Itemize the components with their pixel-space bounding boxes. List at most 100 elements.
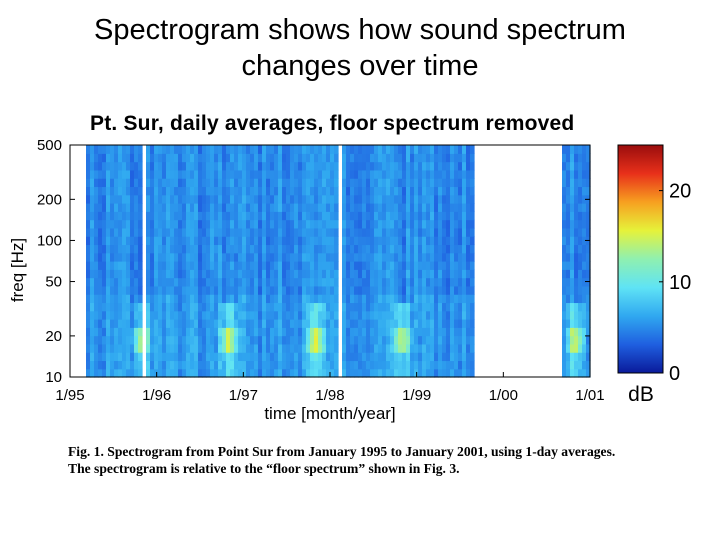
heatmap-cell [446,161,451,171]
heatmap-cell [434,145,439,154]
heatmap-cell [402,203,407,212]
heatmap-cell [210,236,215,246]
heatmap-cell [106,327,111,337]
heatmap-cell [414,169,419,179]
heatmap-cell [146,269,151,279]
heatmap-cell [222,269,227,279]
heatmap-cell [254,310,259,320]
heatmap-cell [382,153,387,163]
heatmap-cell [334,302,339,312]
heatmap-cell [346,319,351,328]
heatmap-cell [266,244,271,254]
heatmap-cell [282,244,287,254]
heatmap-cell [410,368,415,378]
heatmap-cell [390,368,395,378]
heatmap-cell [562,161,567,171]
heatmap-cell [390,335,395,345]
heatmap-cell [206,145,211,154]
heatmap-cell [578,186,583,196]
heatmap-cell [94,285,99,295]
heatmap-cell [270,261,275,270]
heatmap-cell [290,269,295,279]
heatmap-cell [194,244,199,254]
heatmap-cell [98,161,103,171]
heatmap-cell [290,368,295,378]
heatmap-cell [254,368,259,378]
heatmap-cell [322,227,327,237]
heatmap-cell [178,269,183,279]
heatmap-cell [226,327,231,337]
heatmap-cell [278,368,283,378]
heatmap-cell [170,236,175,246]
y-tick-label: 200 [37,191,62,208]
heatmap-cell [98,294,103,304]
heatmap-cell [562,186,567,196]
heatmap-cell [402,178,407,188]
heatmap-cell [394,302,399,312]
heatmap-cell [454,319,459,328]
heatmap-cell [222,368,227,378]
heatmap-cell [566,211,571,221]
heatmap-cell [278,352,283,362]
heatmap-cell [258,194,263,204]
heatmap-cell [326,277,331,287]
heatmap-cell [310,178,315,188]
heatmap-cell [398,319,403,328]
heatmap-cell [442,252,447,262]
heatmap-cell [230,194,235,204]
heatmap-cell [222,211,227,221]
heatmap-cell [450,227,455,237]
heatmap-cell [130,310,135,320]
heatmap-cell [254,285,259,295]
heatmap-cell [582,310,587,320]
heatmap-cell [402,244,407,254]
heatmap-cell [174,219,179,229]
heatmap-cell [246,161,251,171]
heatmap-cell [302,285,307,295]
heatmap-cell [446,252,451,262]
heatmap-cell [314,203,319,212]
heatmap-cell [574,145,579,154]
heatmap-cell [158,169,163,179]
heatmap-cell [134,368,139,378]
heatmap-cell [450,360,455,370]
heatmap-cell [362,236,367,246]
heatmap-cell [354,161,359,171]
heatmap-cell [354,294,359,304]
heatmap-cell [86,219,91,229]
heatmap-cell [206,261,211,270]
heatmap-cell [390,169,395,179]
heatmap-cell [134,302,139,312]
heatmap-cell [166,252,171,262]
heatmap-cell [570,302,575,312]
heatmap-cell [294,327,299,337]
heatmap-cell [446,169,451,179]
heatmap-cell [298,352,303,362]
heatmap-cell [270,244,275,254]
heatmap-cell [190,194,195,204]
heatmap-cell [162,211,167,221]
heatmap-cell [246,194,251,204]
heatmap-cell [246,360,251,370]
heatmap-cell [182,261,187,270]
heatmap-cell [330,178,335,188]
heatmap-cell [346,269,351,279]
heatmap-cell [394,285,399,295]
heatmap-cell [386,360,391,370]
heatmap-cell [154,244,159,254]
heatmap-cell [314,261,319,270]
heatmap-cell [350,319,355,328]
heatmap-cell [254,161,259,171]
heatmap-cell [446,194,451,204]
heatmap-cell [410,261,415,270]
heatmap-cell [174,178,179,188]
heatmap-cell [266,194,271,204]
heatmap-cell [454,145,459,154]
heatmap-cell [318,368,323,378]
heatmap-cell [262,335,267,345]
heatmap-cell [382,319,387,328]
heatmap-cell [586,302,591,312]
heatmap-cell [430,352,435,362]
heatmap-cell [354,178,359,188]
